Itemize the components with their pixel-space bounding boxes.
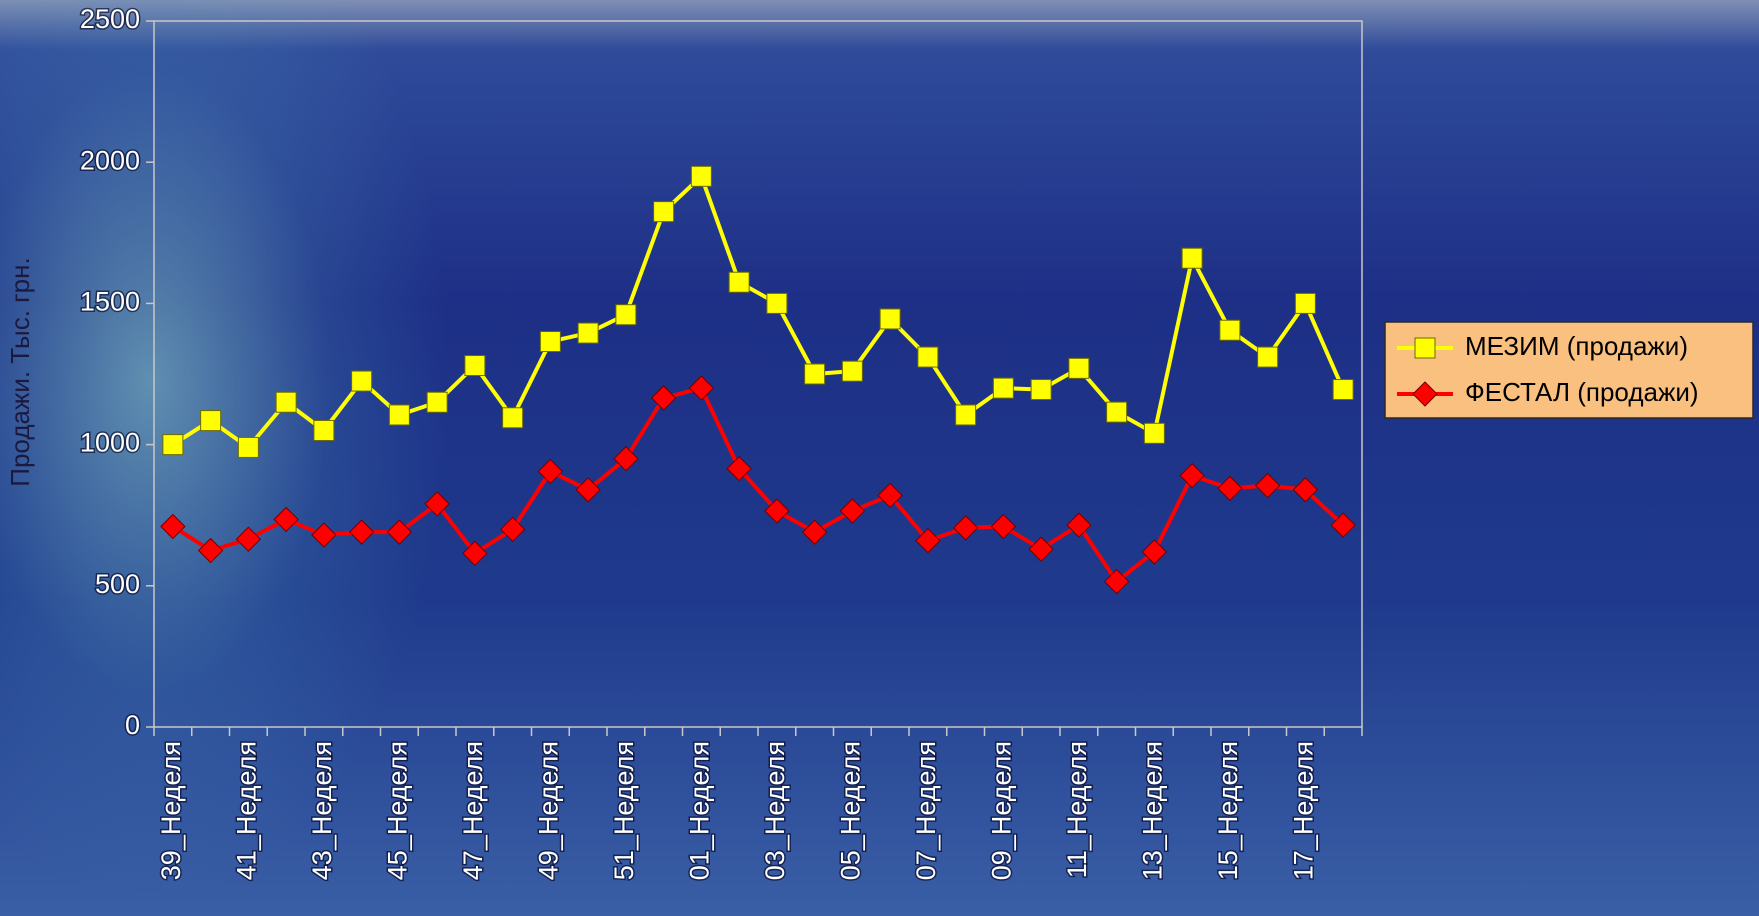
data-point [1143,422,1165,444]
data-point [1330,512,1356,538]
plot-border [153,20,1363,728]
x-tick-label: 05_Неделя [836,741,866,880]
x-tick-label: 43_Неделя [307,741,337,880]
y-tick-label: 500 [95,569,140,599]
x-tick-label: 17_Неделя [1289,741,1319,880]
x-tick-label: 39_Неделя [156,741,186,880]
data-point [990,513,1017,540]
data-point [1030,379,1052,401]
data-point [1292,477,1319,503]
data-point [766,292,788,314]
x-tick-label: 01_Неделя [685,741,715,880]
data-point [464,355,486,377]
series-line [171,386,1345,584]
x-tick-label: 51_Неделя [609,741,639,880]
data-point [764,498,790,524]
data-point [426,391,448,413]
data-point [348,519,375,545]
data-point [613,446,639,472]
data-point [499,516,526,543]
data-point [726,455,752,482]
data-point [952,515,979,541]
data-point [1068,357,1090,379]
data-point [502,407,524,429]
x-tick-label: 09_Неделя [987,741,1017,880]
x-tick-label: 41_Неделя [232,741,262,880]
data-point [690,165,712,187]
data-point [879,308,901,330]
data-point [1141,539,1168,565]
y-tick-label: 2000 [80,145,140,175]
data-point [801,519,828,545]
data-point [915,527,941,554]
data-point [1106,401,1128,423]
data-point [1028,536,1054,562]
y-axis-label: Продажи. Тыс. грн. [5,257,35,486]
legend-marker [1414,337,1436,359]
y-tick-label: 1000 [80,428,140,458]
data-point [235,526,262,552]
data-point [1103,568,1130,595]
data-point [351,370,373,392]
data-point [877,482,903,509]
data-point [1254,472,1281,499]
x-tick-label: 13_Неделя [1138,741,1168,880]
data-point [1219,319,1241,341]
data-point [1066,512,1092,538]
data-point [237,436,259,458]
data-point [275,391,297,413]
data-point [577,322,599,344]
data-point [728,271,750,293]
data-point [273,506,299,533]
data-point [650,385,677,411]
data-point [539,331,561,353]
data-point [197,537,224,564]
y-tick-label: 2500 [80,4,140,34]
data-point [311,522,337,548]
data-point [313,419,335,441]
y-tick-label: 1500 [80,287,140,317]
data-point [992,377,1014,399]
data-point [1332,379,1354,401]
data-point [575,477,601,503]
data-point [1217,475,1243,502]
data-point [615,304,637,326]
x-tick-label: 15_Неделя [1213,741,1243,880]
data-point [537,458,564,485]
data-point [804,363,826,385]
data-point [841,360,863,382]
legend-label: МЕЗИМ (продажи) [1465,331,1688,361]
data-point [688,375,715,401]
data-point [462,540,488,567]
legend-marker [1412,381,1438,407]
data-point [162,434,184,456]
x-tick-label: 49_Неделя [534,741,564,880]
data-point [1181,247,1203,269]
data-point [1294,292,1316,314]
data-point [424,491,450,517]
data-point [386,519,413,545]
x-tick-label: 03_Неделя [760,741,790,880]
legend-label: ФЕСТАЛ (продажи) [1465,377,1699,407]
data-point [1257,346,1279,368]
series-line [171,174,1345,450]
data-point [388,404,410,426]
data-point [160,513,186,540]
x-tick-label: 47_Неделя [458,741,488,880]
data-point [1179,462,1205,489]
x-tick-label: 45_Неделя [383,741,413,880]
data-point [955,404,977,426]
x-tick-label: 11_Неделя [1062,741,1092,878]
legend-box [1384,321,1754,419]
data-point [917,346,939,368]
data-point [839,498,866,524]
data-point [653,201,675,223]
data-point [200,410,222,432]
x-tick-label: 07_Неделя [911,741,941,880]
y-tick-label: 0 [125,710,140,740]
